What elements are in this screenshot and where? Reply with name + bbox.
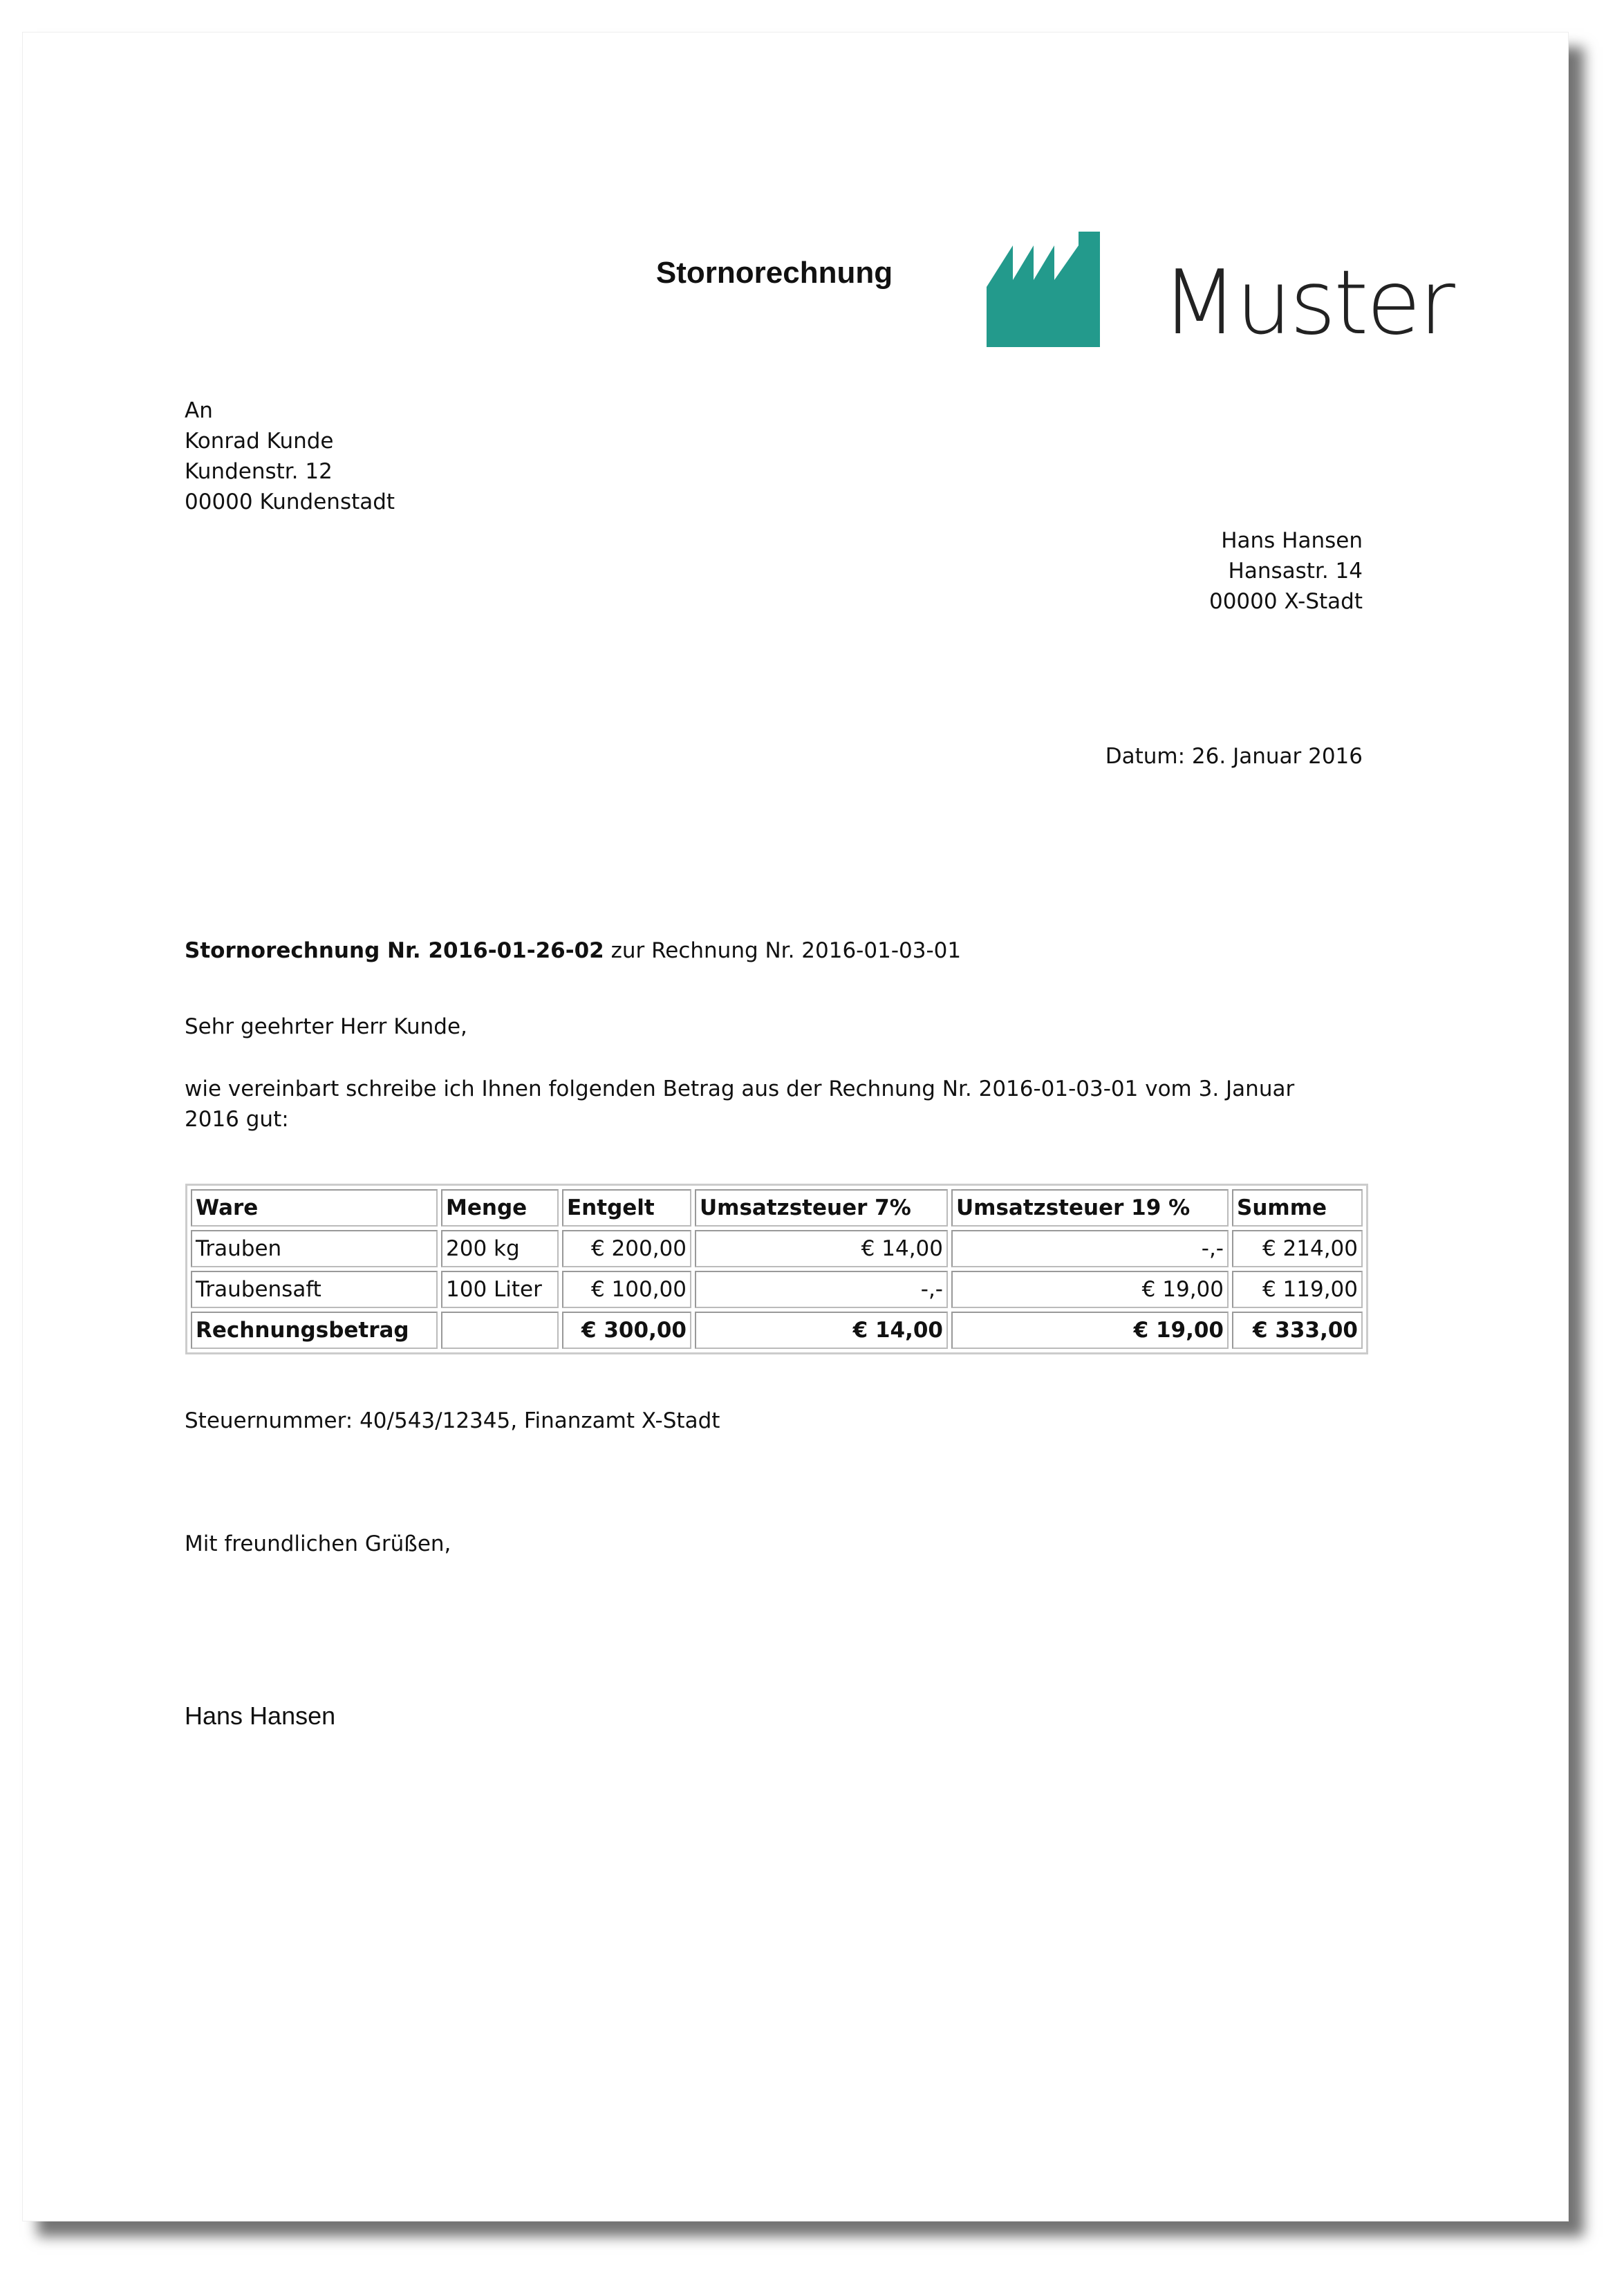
body-line-1: wie vereinbart schreibe ich Ihnen folgen…	[185, 1077, 1295, 1101]
document-page	[22, 32, 1569, 2221]
tax-number: Steuernummer: 40/543/12345, Finanzamt X-…	[185, 1408, 720, 1433]
logo-text: Muster	[1161, 252, 1455, 355]
header-cell: Entgelt	[562, 1189, 691, 1227]
cell: Traubensaft	[191, 1271, 438, 1308]
recipient-city: 00000 Kundenstadt	[185, 490, 395, 514]
cell: € 200,00	[562, 1230, 691, 1267]
cell	[441, 1312, 559, 1349]
document-title: Stornorechnung	[655, 256, 893, 290]
cell: 100 Liter	[441, 1271, 559, 1308]
cell: -,-	[695, 1271, 948, 1308]
cell: € 333,00	[1232, 1312, 1363, 1349]
header-cell: Umsatzsteuer 19 %	[951, 1189, 1229, 1227]
header-cell: Summe	[1232, 1189, 1363, 1227]
cell: € 100,00	[562, 1271, 691, 1308]
table-total-row: Rechnungsbetrag € 300,00 € 14,00 € 19,00…	[191, 1312, 1363, 1349]
cell: € 300,00	[562, 1312, 691, 1349]
cell: € 14,00	[695, 1230, 948, 1267]
closing: Mit freundlichen Grüßen,	[185, 1531, 451, 1556]
sender-city: 00000 X-Stadt	[1208, 589, 1363, 614]
recipient-line: An	[185, 398, 213, 423]
salutation: Sehr geehrter Herr Kunde,	[185, 1014, 467, 1039]
date: Datum: 26. Januar 2016	[1105, 744, 1363, 769]
sender-name: Hans Hansen	[1221, 528, 1363, 553]
cell: € 19,00	[951, 1271, 1229, 1308]
subject-bold: Stornorechnung Nr. 2016-01-26-02	[185, 938, 604, 963]
cell: Rechnungsbetrag	[191, 1312, 438, 1349]
table-row: Traubensaft 100 Liter € 100,00 -,- € 19,…	[191, 1271, 1363, 1308]
cell: -,-	[951, 1230, 1229, 1267]
cell: € 119,00	[1232, 1271, 1363, 1308]
recipient-street: Kundenstr. 12	[185, 459, 333, 484]
header-cell: Menge	[441, 1189, 559, 1227]
body-line-2: 2016 gut:	[185, 1107, 289, 1132]
subject-rest: zur Rechnung Nr. 2016-01-03-01	[604, 938, 962, 963]
factory-logo-icon	[987, 232, 1100, 347]
sender-street: Hansastr. 14	[1228, 559, 1363, 584]
cell: 200 kg	[441, 1230, 559, 1267]
table-row: Trauben 200 kg € 200,00 € 14,00 -,- € 21…	[191, 1230, 1363, 1267]
table-header-row: Ware Menge Entgelt Umsatzsteuer 7% Umsat…	[191, 1189, 1363, 1227]
cell: € 14,00	[695, 1312, 948, 1349]
cell: Trauben	[191, 1230, 438, 1267]
cell: € 214,00	[1232, 1230, 1363, 1267]
invoice-table: Ware Menge Entgelt Umsatzsteuer 7% Umsat…	[185, 1184, 1368, 1354]
subject-line: Stornorechnung Nr. 2016-01-26-02 zur Rec…	[185, 935, 961, 966]
recipient-name: Konrad Kunde	[185, 429, 334, 454]
header-cell: Ware	[191, 1189, 438, 1227]
cell: € 19,00	[951, 1312, 1229, 1349]
signature: Hans Hansen	[185, 1702, 336, 1730]
header-cell: Umsatzsteuer 7%	[695, 1189, 948, 1227]
